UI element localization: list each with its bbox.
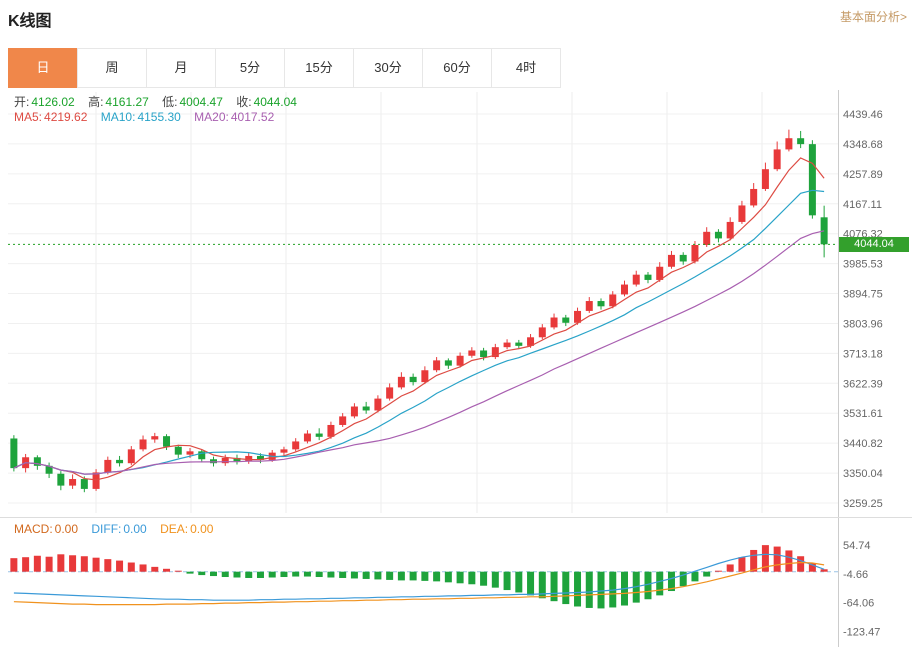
macd-chart[interactable]: 54.74 -4.66 -64.06 -123.47: [0, 517, 912, 647]
header: K线图 基本面分析>: [0, 0, 912, 40]
svg-text:3713.18: 3713.18: [843, 348, 883, 360]
period-tabs: 日 周 月 5分 15分 30分 60分 4时: [8, 48, 561, 88]
dea-value: 0.00: [190, 522, 214, 536]
svg-text:-64.06: -64.06: [843, 598, 874, 610]
svg-text:-123.47: -123.47: [843, 626, 880, 638]
tab-15min[interactable]: 15分: [284, 48, 354, 88]
tab-60min[interactable]: 60分: [422, 48, 492, 88]
tab-4hour[interactable]: 4时: [491, 48, 561, 88]
macd-label: MACD:: [14, 522, 53, 536]
ma-legend: MA5: 4219.62 MA10: 4155.30 MA20: 4017.52: [14, 110, 276, 124]
main-candlestick-chart[interactable]: 4439.464348.684257.894167.114076.323985.…: [0, 88, 912, 517]
macd-legend: MACD: 0.00 DIFF: 0.00 DEA: 0.00: [14, 522, 215, 536]
close-value: 4044.04: [253, 95, 297, 109]
svg-text:3622.39: 3622.39: [843, 378, 883, 390]
svg-text:54.74: 54.74: [843, 540, 871, 552]
open-value: 4126.02: [31, 95, 75, 109]
high-label: 高:: [88, 95, 104, 109]
svg-text:4348.68: 4348.68: [843, 139, 883, 151]
page-title: K线图: [8, 13, 52, 30]
macd-value: 0.00: [54, 522, 79, 536]
svg-text:3440.82: 3440.82: [843, 438, 883, 450]
diff-value: 0.00: [123, 522, 147, 536]
ma20-value: 4017.52: [230, 110, 275, 124]
dea-label: DEA:: [160, 522, 189, 536]
high-value: 4161.27: [105, 95, 149, 109]
ma5-label: MA5:: [14, 110, 43, 124]
tab-30min[interactable]: 30分: [353, 48, 423, 88]
low-value: 4004.47: [179, 95, 223, 109]
svg-text:3259.25: 3259.25: [843, 498, 883, 510]
svg-text:-4.66: -4.66: [843, 569, 868, 581]
close-label: 收:: [236, 95, 252, 109]
ma5-value: 4219.62: [44, 110, 88, 124]
tab-day[interactable]: 日: [8, 48, 78, 88]
tab-5min[interactable]: 5分: [215, 48, 285, 88]
svg-text:4257.89: 4257.89: [843, 169, 883, 181]
ma20-label: MA20:: [194, 110, 229, 124]
svg-text:3894.75: 3894.75: [843, 289, 883, 301]
ma10-label: MA10:: [100, 110, 136, 124]
tab-month[interactable]: 月: [146, 48, 216, 88]
diff-label: DIFF:: [91, 522, 122, 536]
fundamental-analysis-link[interactable]: 基本面分析>: [839, 10, 907, 24]
svg-text:3350.04: 3350.04: [843, 468, 883, 480]
tab-week[interactable]: 周: [77, 48, 147, 88]
open-label: 开:: [14, 95, 30, 109]
low-label: 低:: [162, 95, 178, 109]
current-price-badge: 4044.04: [839, 237, 909, 252]
svg-text:3531.61: 3531.61: [843, 408, 883, 420]
svg-text:3803.96: 3803.96: [843, 318, 883, 330]
svg-text:4167.11: 4167.11: [843, 199, 882, 211]
ohlc-legend: 开: 4126.02 高: 4161.27 低: 4004.47 收: 4044.04: [14, 93, 299, 110]
svg-text:4439.46: 4439.46: [843, 109, 883, 121]
svg-text:3985.53: 3985.53: [843, 259, 883, 271]
ma10-value: 4155.30: [137, 110, 181, 124]
